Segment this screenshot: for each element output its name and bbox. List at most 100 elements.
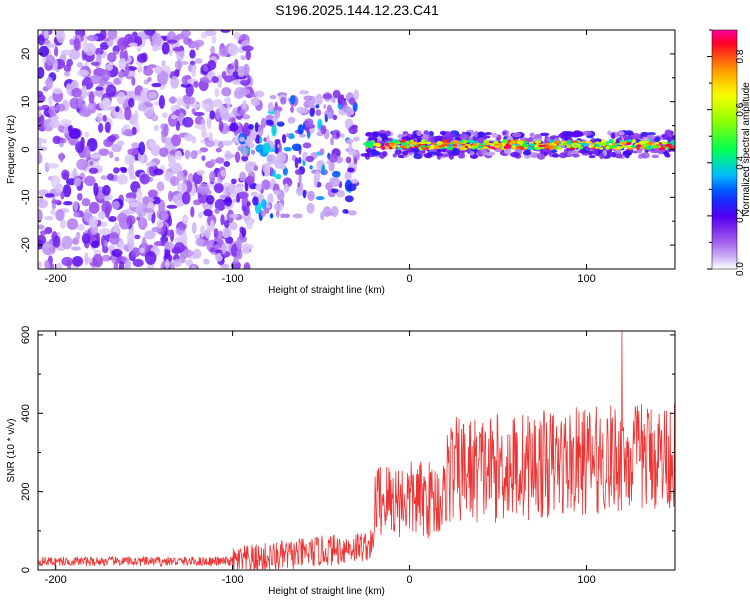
heatmap-blob (38, 224, 45, 230)
heatmap-blob (172, 258, 182, 268)
heatmap-blob (279, 163, 287, 170)
heatmap-blob (92, 253, 104, 268)
heatmap-band-edge (477, 132, 487, 137)
heatmap-blob (101, 69, 111, 82)
heatmap-band-edge (583, 130, 592, 136)
heatmap-blob (199, 224, 206, 238)
heatmap-blob (210, 45, 216, 56)
heatmap-blob (95, 84, 104, 98)
heatmap-blob (174, 150, 183, 160)
heatmap-blob (292, 213, 303, 219)
heatmap-blob (228, 213, 239, 219)
heatmap-blob (345, 156, 352, 164)
heatmap-x-tick-label: 0 (407, 273, 413, 285)
heatmap-blob (81, 198, 91, 207)
heatmap-band-edge (481, 135, 491, 139)
heatmap-blob (75, 231, 81, 240)
heatmap-blob (84, 175, 96, 187)
heatmap-band-edge (428, 151, 439, 155)
heatmap-blob (195, 237, 205, 247)
heatmap-band-core (511, 144, 516, 149)
heatmap-band-core (522, 143, 529, 148)
heatmap-blob (103, 97, 112, 109)
heatmap-band-edge (435, 135, 444, 141)
heatmap-band-core (436, 140, 443, 146)
heatmap-band-core (538, 144, 546, 148)
heatmap-blob (197, 183, 210, 195)
heatmap-blob (136, 46, 142, 52)
heatmap-blob (38, 110, 42, 118)
heatmap-blob (348, 150, 358, 156)
heatmap-blob (239, 171, 246, 182)
heatmap-blob (218, 120, 224, 132)
heatmap-band-core (363, 142, 370, 145)
heatmap-blob (176, 96, 182, 110)
heatmap-blob (191, 65, 197, 78)
heatmap-blob (142, 208, 155, 213)
heatmap-blob (278, 142, 282, 155)
heatmap-blob (147, 77, 152, 82)
heatmap-blob (348, 142, 353, 152)
heatmap-blob (63, 200, 73, 206)
heatmap-blob (241, 155, 249, 162)
heatmap-blob (93, 182, 99, 197)
heatmap-blob (112, 45, 120, 54)
heatmap-band-edge (609, 152, 615, 157)
heatmap-band-edge (371, 150, 381, 157)
heatmap-blob (326, 104, 332, 112)
heatmap-blob (347, 210, 357, 216)
heatmap-blob (260, 210, 266, 217)
heatmap-blob (97, 210, 106, 220)
heatmap-band-core (540, 146, 545, 149)
heatmap-blob (223, 227, 231, 239)
heatmap-blob (291, 143, 302, 152)
heatmap-blob (72, 167, 77, 178)
heatmap-blob (89, 215, 99, 228)
heatmap-blob (232, 71, 239, 78)
heatmap-blob (129, 174, 137, 181)
heatmap-blob (352, 136, 360, 142)
heatmap-blob (181, 214, 189, 225)
heatmap-blob (203, 209, 213, 217)
heatmap-blob (161, 42, 170, 55)
line-y-tick-label: 200 (20, 482, 32, 500)
heatmap-band-edge (623, 150, 630, 155)
heatmap-blob (124, 197, 136, 203)
heatmap-band-edge (511, 132, 522, 138)
heatmap-blob (273, 202, 284, 212)
heatmap-blob (265, 119, 274, 126)
heatmap-y-tick-label: -20 (20, 237, 32, 253)
heatmap-blob (48, 263, 55, 269)
heatmap-blob (201, 99, 214, 105)
heatmap-blobs (38, 30, 675, 269)
heatmap-blob (328, 153, 338, 163)
heatmap-blob (56, 30, 66, 44)
heatmap-blob (213, 183, 224, 194)
heatmap-y-tick-label: -10 (20, 189, 32, 205)
heatmap-blob (156, 219, 164, 229)
heatmap-blob (250, 149, 256, 155)
heatmap-blob (239, 226, 245, 234)
heatmap-blob (45, 76, 54, 90)
heatmap-blob (73, 38, 81, 51)
heatmap-blob (227, 183, 236, 194)
heatmap-blob (124, 258, 131, 269)
heatmap-blob (227, 64, 234, 70)
heatmap-blob (346, 183, 357, 192)
heatmap-blob (89, 153, 102, 159)
heatmap-band-core (528, 143, 536, 147)
heatmap-blob (38, 93, 46, 104)
heatmap-blob (206, 116, 212, 129)
heatmap-band-core (552, 140, 561, 144)
heatmap-blob (118, 260, 125, 269)
heatmap-band-edge (646, 132, 656, 136)
heatmap-blob (298, 133, 307, 138)
heatmap-blob (204, 30, 217, 37)
heatmap-blob (107, 135, 117, 142)
heatmap-blob (77, 223, 85, 231)
heatmap-blob (267, 102, 274, 113)
heatmap-band-core (665, 143, 672, 148)
heatmap-blob (265, 203, 271, 209)
heatmap-band-core (453, 140, 459, 144)
